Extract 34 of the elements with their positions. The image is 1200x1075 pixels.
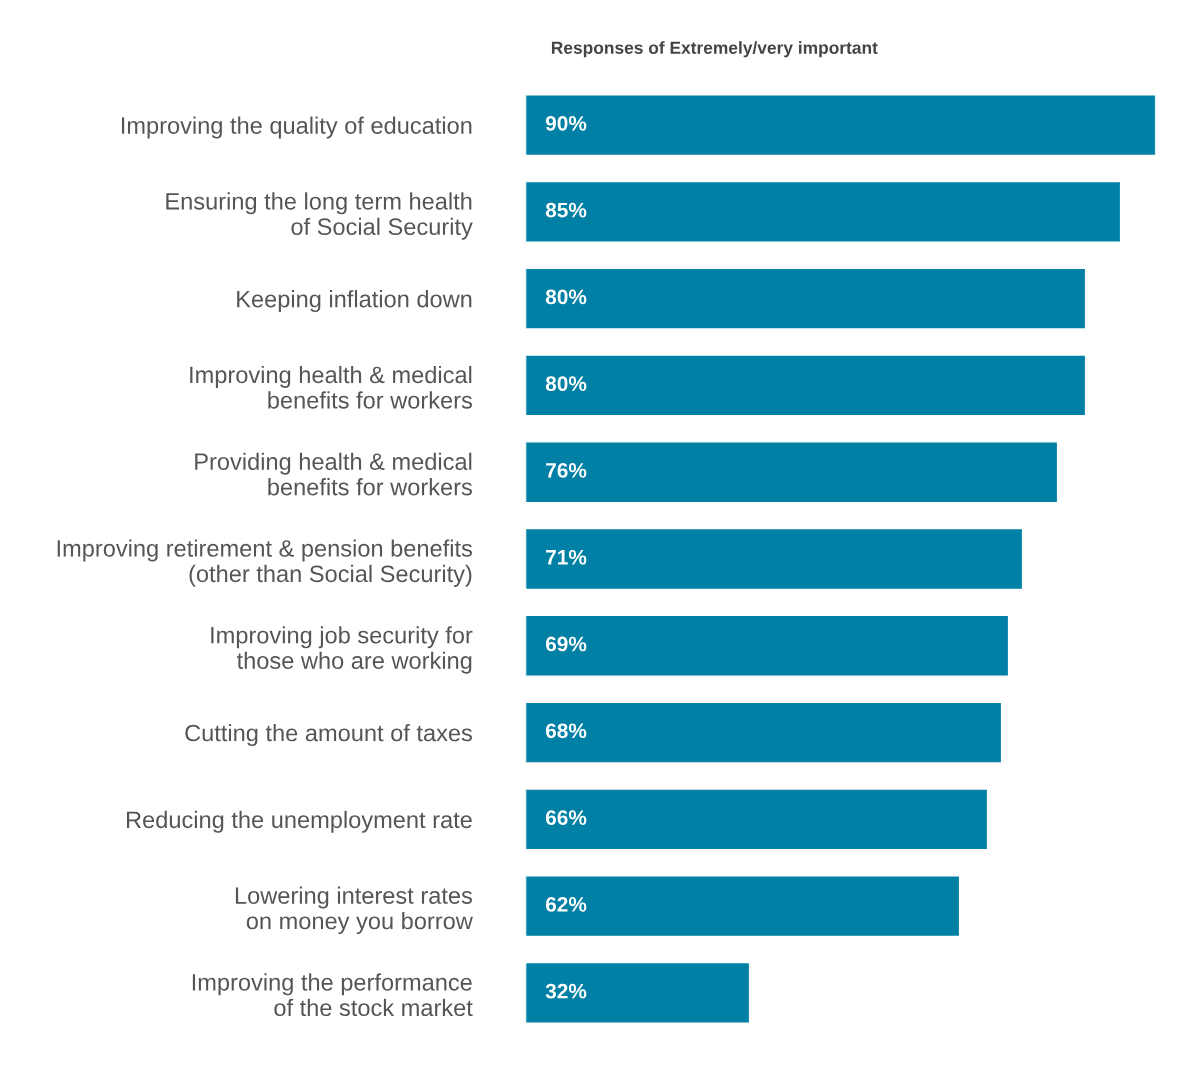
- bar: [525, 527, 1024, 591]
- data-label: 80%: [545, 376, 587, 392]
- y-tick-label: Improving job security for those who are working: [211, 626, 473, 674]
- bar: [525, 701, 1003, 764]
- data-label: 76%: [546, 463, 587, 478]
- y-tick-label: Improving retirement & pension benefits (other than Social Security): [57, 539, 472, 587]
- bar: [525, 354, 1087, 417]
- data-label: 32%: [545, 983, 587, 999]
- data-label: 66%: [545, 810, 587, 825]
- y-tick-label: Reducing the unemployment rate: [126, 810, 472, 833]
- y-tick-label: Ensuring the long term health of Social Security: [166, 192, 473, 240]
- data-label: 68%: [545, 723, 587, 739]
- y-tick-label: Improving the quality of education: [121, 116, 472, 139]
- y-tick-label: Providing health & medical benefits for workers: [195, 452, 472, 496]
- data-label: 62%: [545, 896, 587, 912]
- y-tick-label: Keeping inflation down: [237, 290, 472, 313]
- y-tick-label: Improving health & medical benefits for workers: [190, 365, 472, 409]
- data-label: 90%: [545, 115, 587, 131]
- bar: [525, 94, 1156, 157]
- data-label: 85%: [545, 202, 587, 218]
- bar: [525, 961, 751, 1024]
- y-tick-label: Lowering interest rates on money you borrow: [235, 886, 473, 935]
- bar: [525, 267, 1087, 330]
- bar: [525, 180, 1122, 243]
- bar: [525, 614, 1010, 677]
- data-label: 71%: [546, 549, 587, 565]
- data-label: 69%: [545, 636, 587, 652]
- bar: [525, 788, 989, 851]
- bar: [525, 441, 1059, 504]
- y-tick-label: Improving the performance of the stock market: [192, 973, 473, 1017]
- bar: [525, 875, 961, 938]
- data-label: 80%: [545, 289, 587, 305]
- y-tick-label: Cutting the amount of taxes: [185, 724, 472, 747]
- chart-title: Responses of Extremely/very important: [551, 41, 878, 58]
